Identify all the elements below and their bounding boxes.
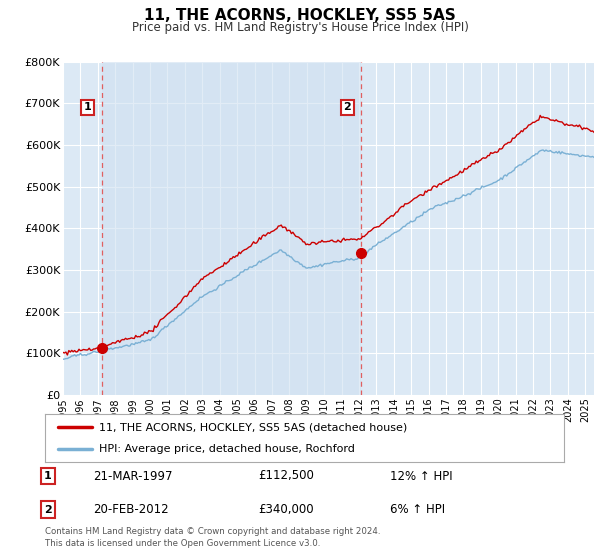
Text: 2: 2 bbox=[343, 102, 351, 113]
Text: £112,500: £112,500 bbox=[258, 469, 314, 483]
Text: 21-MAR-1997: 21-MAR-1997 bbox=[93, 469, 173, 483]
Text: 1: 1 bbox=[84, 102, 92, 113]
Text: Price paid vs. HM Land Registry's House Price Index (HPI): Price paid vs. HM Land Registry's House … bbox=[131, 21, 469, 34]
Text: 11, THE ACORNS, HOCKLEY, SS5 5AS: 11, THE ACORNS, HOCKLEY, SS5 5AS bbox=[144, 8, 456, 24]
Text: 2: 2 bbox=[44, 505, 52, 515]
Text: HPI: Average price, detached house, Rochford: HPI: Average price, detached house, Roch… bbox=[100, 444, 355, 454]
Text: 20-FEB-2012: 20-FEB-2012 bbox=[93, 503, 169, 516]
Text: Contains HM Land Registry data © Crown copyright and database right 2024.
This d: Contains HM Land Registry data © Crown c… bbox=[45, 527, 380, 548]
Text: 12% ↑ HPI: 12% ↑ HPI bbox=[390, 469, 452, 483]
Text: 6% ↑ HPI: 6% ↑ HPI bbox=[390, 503, 445, 516]
Text: 11, THE ACORNS, HOCKLEY, SS5 5AS (detached house): 11, THE ACORNS, HOCKLEY, SS5 5AS (detach… bbox=[100, 422, 408, 432]
Text: £340,000: £340,000 bbox=[258, 503, 314, 516]
Bar bbox=[101, 62, 361, 395]
Text: 1: 1 bbox=[44, 471, 52, 481]
